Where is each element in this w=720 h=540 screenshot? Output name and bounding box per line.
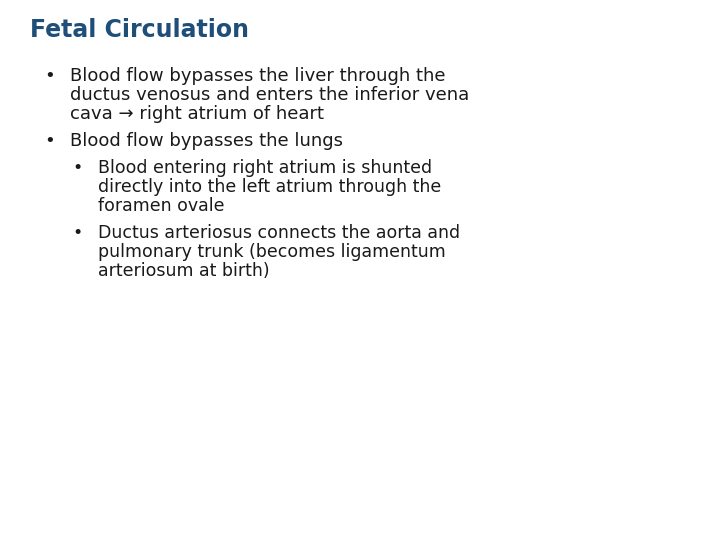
Text: •: • [72,224,82,242]
Text: Blood flow bypasses the lungs: Blood flow bypasses the lungs [70,132,343,150]
Text: ductus venosus and enters the inferior vena: ductus venosus and enters the inferior v… [70,86,469,104]
Text: Ductus arteriosus connects the aorta and: Ductus arteriosus connects the aorta and [98,224,460,242]
Text: cava → right atrium of heart: cava → right atrium of heart [70,105,324,123]
Text: directly into the left atrium through the: directly into the left atrium through th… [98,178,441,196]
Text: •: • [44,67,55,85]
Text: Blood flow bypasses the liver through the: Blood flow bypasses the liver through th… [70,67,446,85]
Text: foramen ovale: foramen ovale [98,197,225,215]
Text: Blood entering right atrium is shunted: Blood entering right atrium is shunted [98,159,432,177]
Text: •: • [44,132,55,150]
Text: Fetal Circulation: Fetal Circulation [30,18,249,42]
Text: arteriosum at birth): arteriosum at birth) [98,262,269,280]
Text: pulmonary trunk (becomes ligamentum: pulmonary trunk (becomes ligamentum [98,243,446,261]
Text: •: • [72,159,82,177]
